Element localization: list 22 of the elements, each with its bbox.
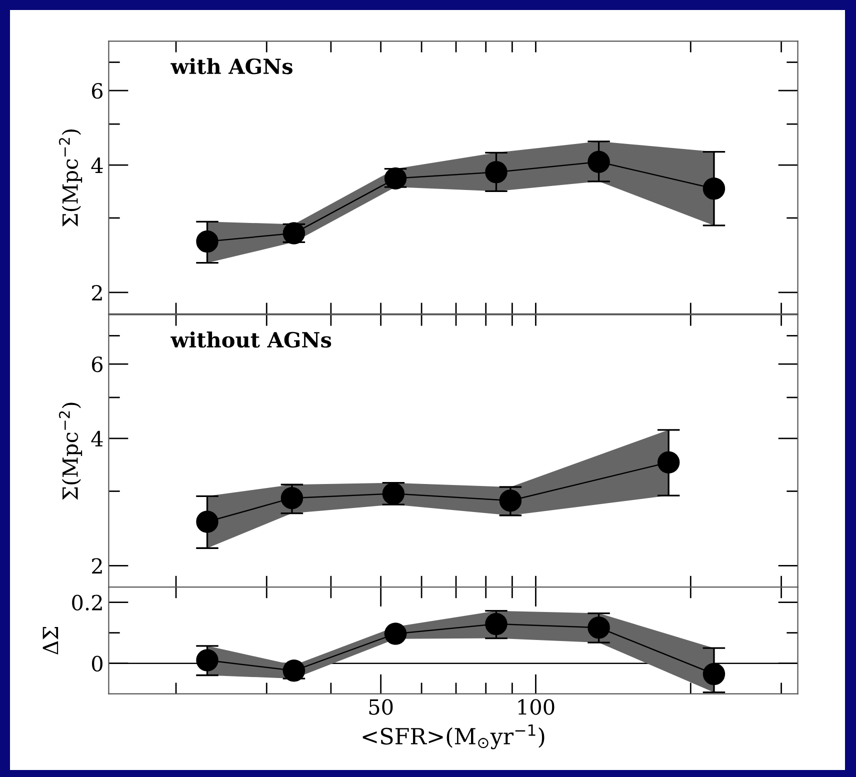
point <box>485 612 508 636</box>
y-axis-title: Σ(Mpc$^{−2}$) <box>58 402 82 500</box>
y-tick-label: 2 <box>92 284 102 300</box>
point <box>588 616 610 639</box>
point <box>384 622 407 645</box>
y-tick-label: 4 <box>91 430 103 446</box>
y-tick-label: 2 <box>92 558 102 574</box>
annotation: with AGNs <box>170 58 292 74</box>
y-tick-label: 6 <box>92 356 103 372</box>
point <box>485 161 508 184</box>
point <box>282 660 306 682</box>
y-axis-title: ΔΣ <box>42 626 58 655</box>
y-tick-label: 6 <box>92 83 103 99</box>
point <box>588 150 610 174</box>
y-axis-title: Σ(Mpc$^{−2}$) <box>58 130 82 227</box>
y-tick-label: 4 <box>91 158 103 174</box>
y-tick-label: 0.2 <box>72 594 102 610</box>
annotation: without AGNs <box>170 332 332 348</box>
x-tick-label: 100 <box>518 699 554 715</box>
x-tick-label: 50 <box>369 699 393 715</box>
y-tick-label: 0 <box>92 656 102 672</box>
x-axis-title: <SFR>(M$_{⊙}$yr$^{−1}$) <box>362 724 544 750</box>
